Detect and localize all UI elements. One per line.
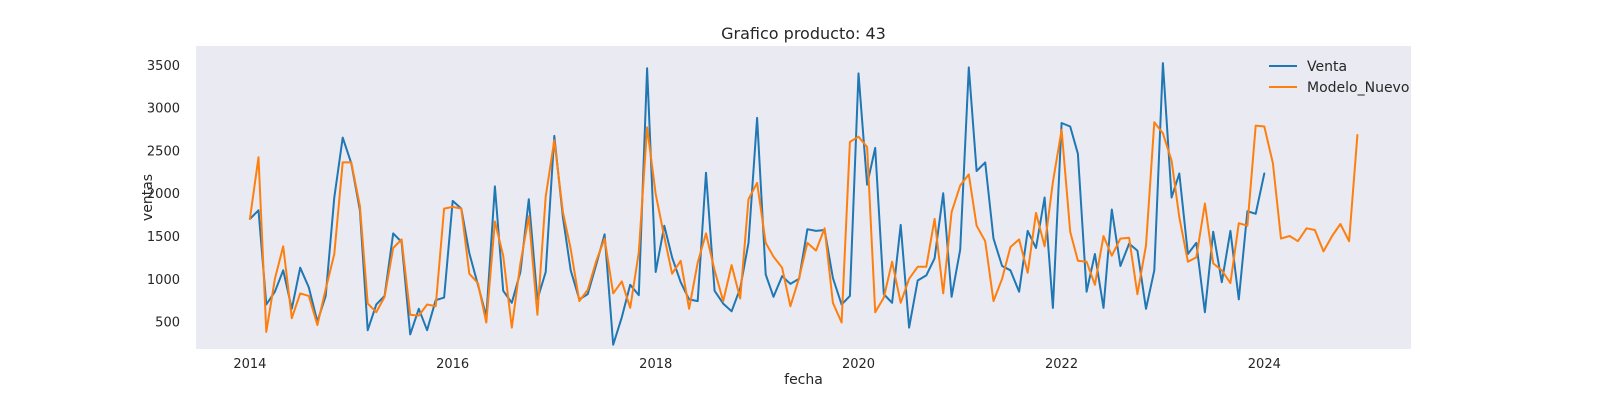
y-tick-label: 2500 [147,144,180,159]
x-tick-label: 2016 [436,357,469,372]
series-line-modelo-nuevo [248,121,1359,333]
chart-title: Grafico producto: 43 [721,24,886,43]
y-tick-label: 1500 [147,230,180,245]
x-tick-label: 2018 [639,357,672,372]
series-layer [248,62,1359,346]
x-tick-label: 2014 [233,357,266,372]
series-line-venta [248,62,1266,346]
x-tick-label: 2020 [842,357,875,372]
legend-label: Modelo_Nuevo [1307,80,1409,96]
x-tick-label: 2022 [1045,357,1078,372]
x-tick-label: 2024 [1248,357,1281,372]
y-tick-label: 500 [155,316,180,331]
legend-label: Venta [1307,59,1347,75]
plot-area [196,46,1411,349]
y-tick-label: 3500 [147,59,180,74]
y-axis: 500 1000 1500 2000 2500 3000 3500 [147,59,180,331]
x-axis: 2014 2016 2018 2020 2022 2024 [233,357,1281,372]
y-tick-label: 1000 [147,273,180,288]
y-tick-label: 2000 [147,187,180,202]
y-tick-label: 3000 [147,102,180,117]
legend: Venta Modelo_Nuevo [1269,59,1409,96]
y-axis-label: ventas [140,174,156,221]
x-axis-label: fecha [784,372,823,388]
